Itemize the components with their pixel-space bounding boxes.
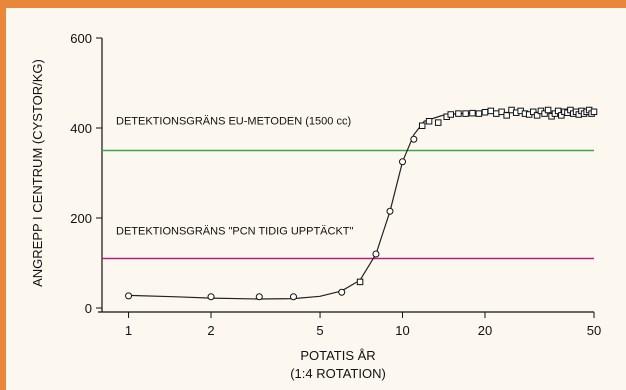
- axes: 0 200 400 600 1 2 5 10 20 50: [70, 31, 601, 338]
- x-tick-label: 20: [478, 323, 492, 338]
- data-point-square: [533, 112, 541, 119]
- y-tick-label: 600: [70, 31, 92, 46]
- threshold-label: DETEKTIONSGRÄNS EU-METODEN (1500 cc): [116, 116, 351, 128]
- data-point-square: [475, 110, 483, 117]
- y-axis-label: ANGREPP I CENTRUM (CYSTOR/KG): [30, 59, 45, 287]
- data-point-square: [529, 108, 537, 116]
- data-point-circle: [338, 288, 346, 296]
- data-point-square: [418, 122, 426, 129]
- threshold-label: DETEKTIONSGRÄNS "PCN TIDIG UPPTÄCKT": [116, 226, 354, 238]
- x-tick-label: 5: [316, 323, 323, 338]
- data-point-circle: [289, 293, 297, 301]
- x-tick-label: 50: [587, 323, 601, 338]
- data-point-square: [447, 111, 455, 118]
- frame-top-bar: [0, 0, 626, 8]
- data-point-circle: [372, 250, 380, 258]
- data-point-circle: [125, 292, 133, 300]
- data-marks: [125, 106, 598, 301]
- data-point-square: [469, 109, 476, 117]
- data-point-square: [434, 119, 442, 126]
- data-point-square: [498, 108, 505, 116]
- data-point-square: [455, 110, 462, 117]
- data-point-circle: [255, 293, 263, 301]
- y-tick-label: 400: [70, 121, 92, 136]
- fit-curve: [128, 111, 595, 300]
- data-point-square: [541, 110, 548, 117]
- data-point-square: [481, 109, 489, 116]
- data-point-circle: [399, 158, 407, 166]
- threshold-lines: DETEKTIONSGRÄNS EU-METODEN (1500 cc) DETE…: [102, 116, 594, 260]
- x-axis-sublabel: (1:4 ROTATION): [290, 366, 386, 381]
- data-point-square: [544, 106, 552, 114]
- x-axis-label: POTATIS ÅR: [300, 348, 375, 363]
- data-point-circle: [207, 293, 215, 301]
- data-point-square: [462, 110, 469, 117]
- data-point-square: [356, 278, 364, 286]
- data-point-square: [493, 110, 500, 117]
- x-tick-label: 10: [395, 323, 409, 338]
- data-point-square: [487, 107, 495, 115]
- y-tick-label: 200: [70, 211, 92, 226]
- data-point-circle: [386, 207, 394, 215]
- data-point-square: [590, 108, 598, 116]
- data-point-square: [425, 118, 433, 125]
- x-tick-label: 1: [125, 323, 132, 338]
- y-tick-label: 0: [85, 301, 92, 316]
- frame-left-bar: [0, 0, 6, 390]
- data-point-circle: [410, 135, 418, 143]
- data-point-square: [503, 112, 510, 119]
- x-tick-label: 2: [207, 323, 214, 338]
